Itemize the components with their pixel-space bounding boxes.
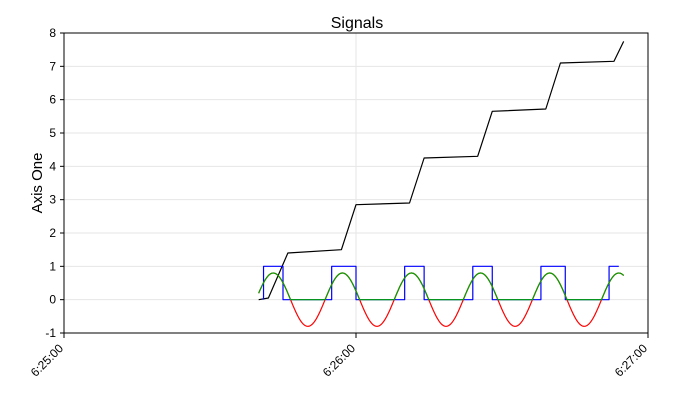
series-lines bbox=[258, 41, 625, 327]
series-line-0 bbox=[258, 41, 625, 301]
y-tick-label: 2 bbox=[49, 226, 56, 240]
y-tick-label: 7 bbox=[49, 59, 56, 73]
y-tick-label: 1 bbox=[49, 259, 56, 273]
y-tick-label: 4 bbox=[49, 159, 56, 173]
y-tick-label: 5 bbox=[49, 126, 56, 140]
chart-title: Signals bbox=[331, 15, 383, 32]
x-tick-label: 6:25:00 bbox=[28, 341, 66, 379]
x-tick-label: 6:27:00 bbox=[612, 341, 650, 379]
y-axis-label: Axis One bbox=[29, 153, 46, 214]
y-tick-label: -1 bbox=[45, 326, 56, 340]
y-tick-label: 0 bbox=[49, 293, 56, 307]
series-line-3 bbox=[258, 272, 625, 301]
y-tick-label: 3 bbox=[49, 193, 56, 207]
x-axis-ticks: 6:25:00 6:26:00 6:27:00 bbox=[28, 333, 650, 379]
y-tick-label: 8 bbox=[49, 26, 56, 40]
x-tick-label: 6:26:00 bbox=[320, 341, 358, 379]
y-axis-ticks: -1 0 1 2 3 4 5 6 7 8 bbox=[45, 26, 64, 340]
y-tick-label: 6 bbox=[49, 93, 56, 107]
